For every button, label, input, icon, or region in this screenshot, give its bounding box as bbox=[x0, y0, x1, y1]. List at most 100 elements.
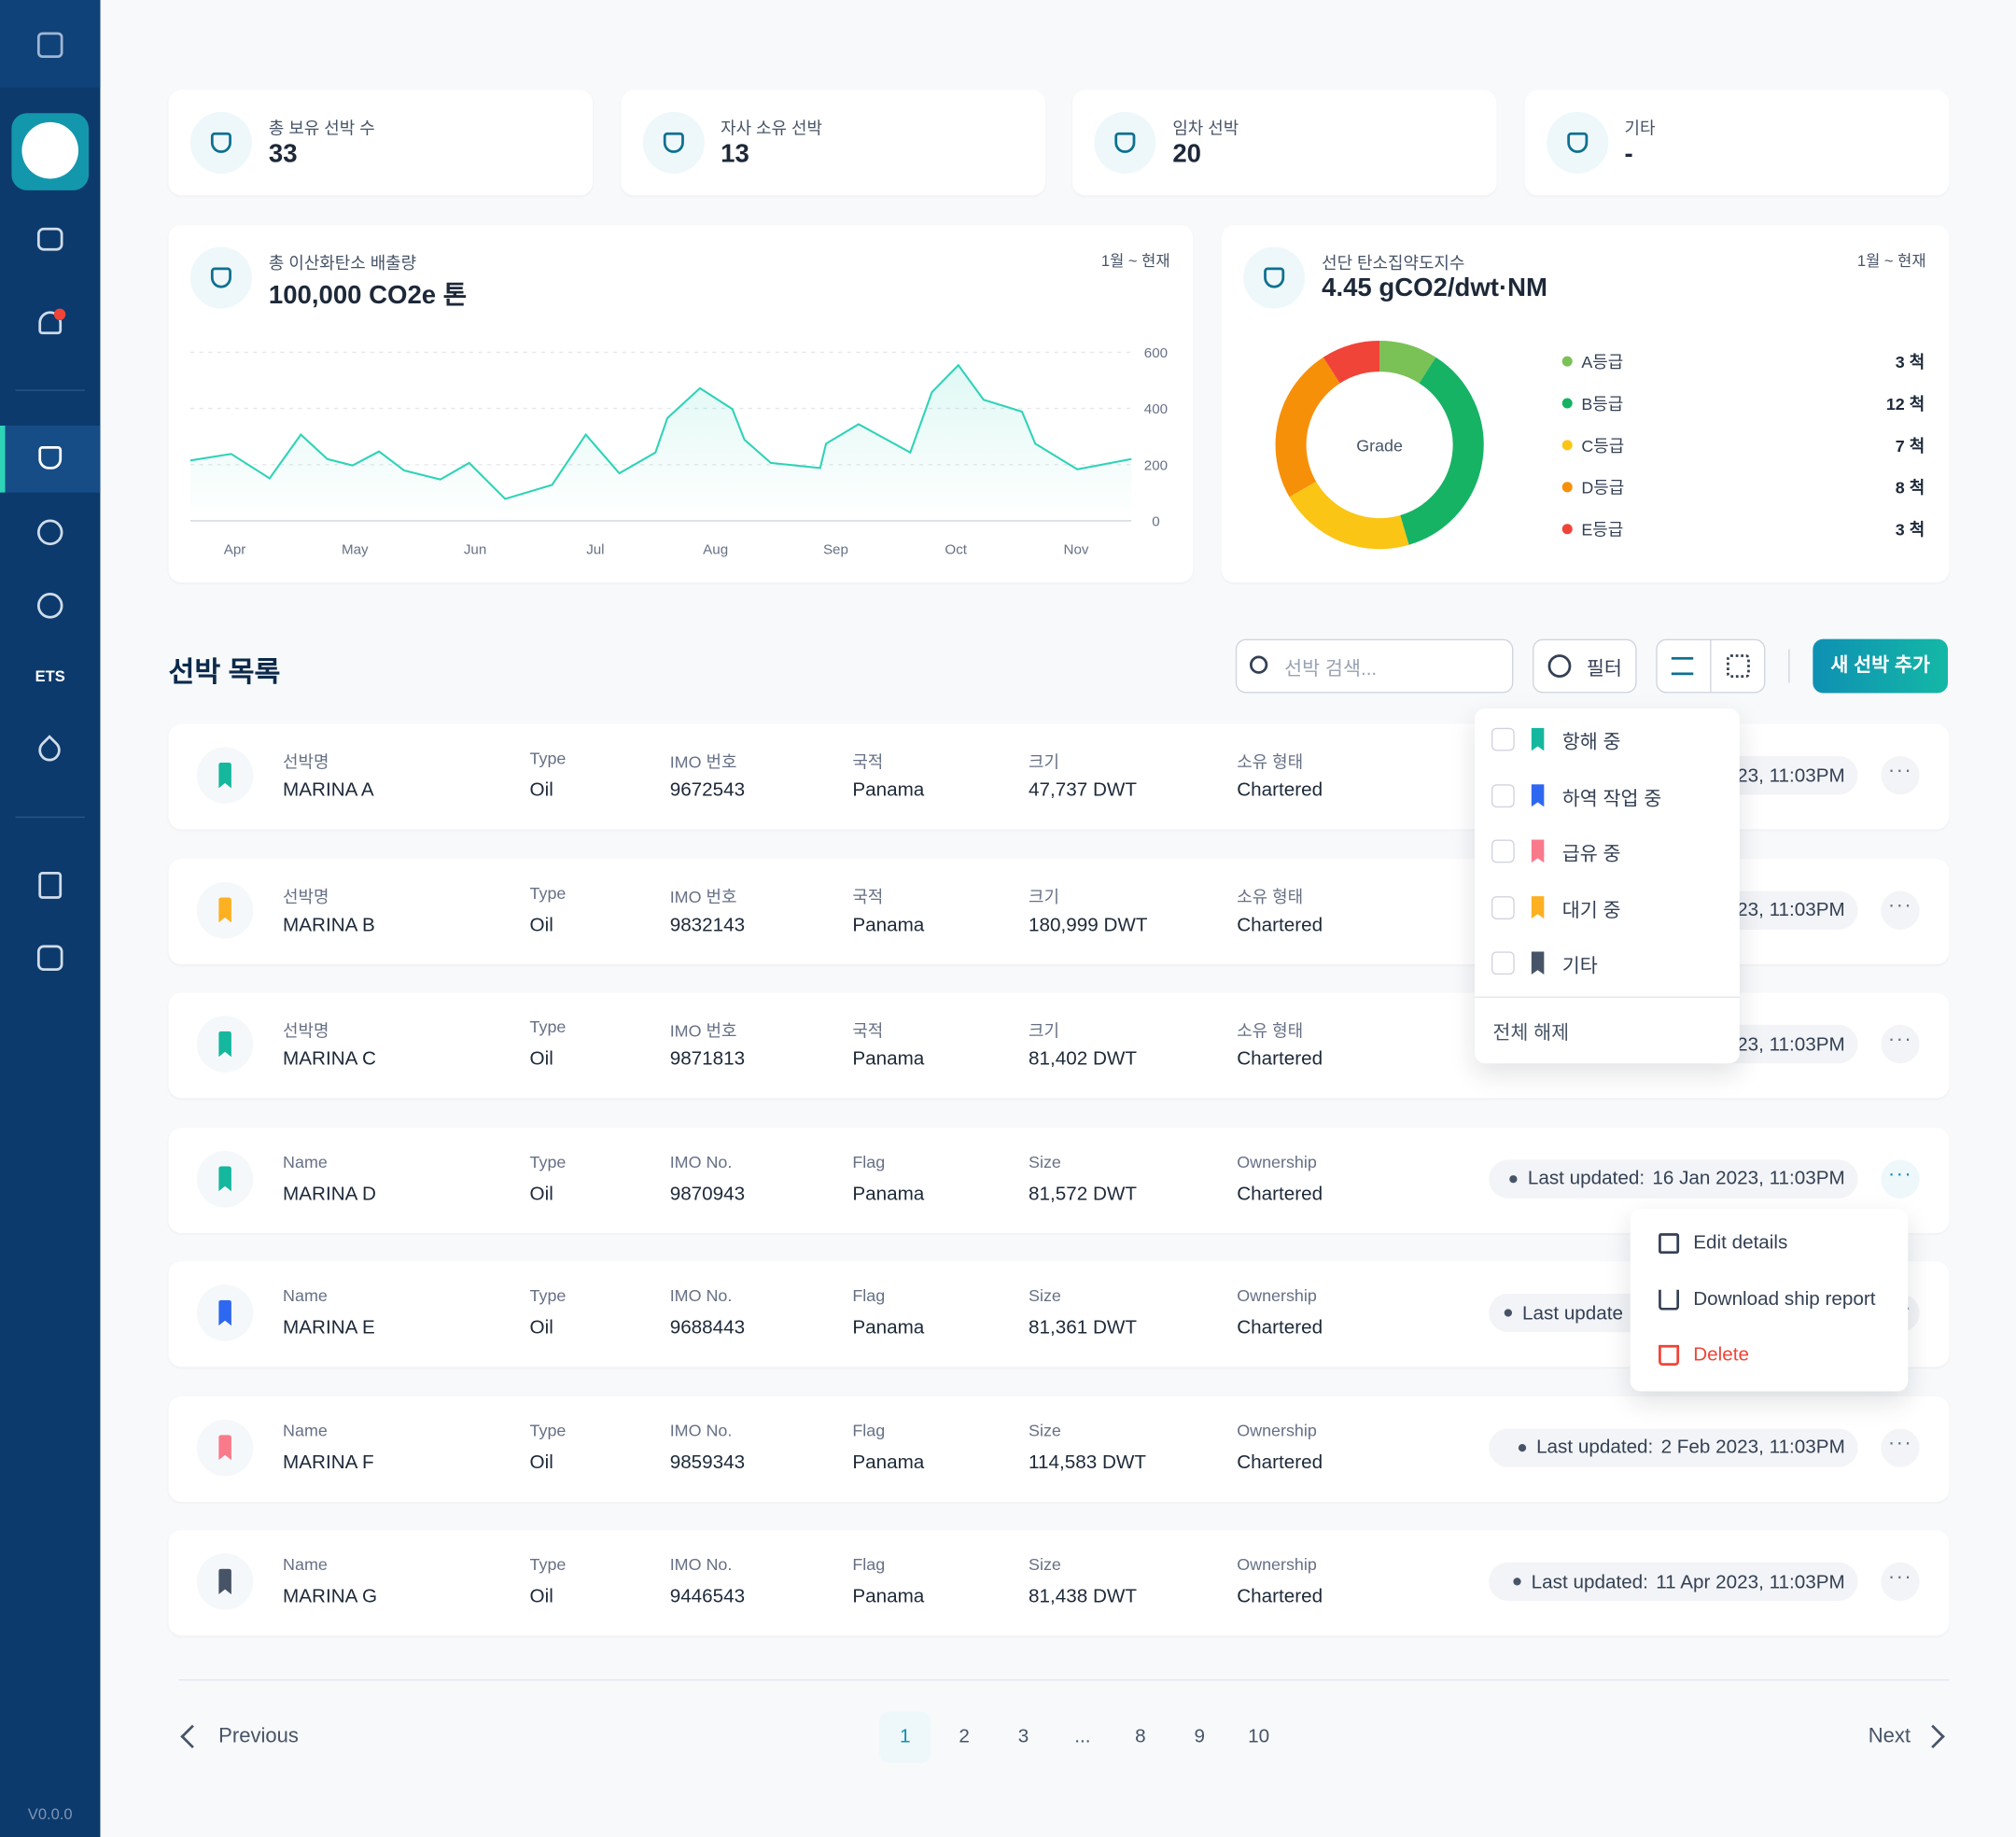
donut-center: Grade bbox=[1356, 437, 1403, 456]
donut-segment bbox=[1379, 341, 1436, 384]
field-value: Panama bbox=[852, 1316, 925, 1339]
action-item[interactable]: Edit details bbox=[1693, 1231, 1788, 1255]
filter-option[interactable]: 급유 중 bbox=[1561, 843, 1621, 866]
nav-chat[interactable] bbox=[36, 227, 63, 251]
bell-badge bbox=[53, 308, 66, 321]
emissions-card bbox=[168, 225, 1194, 583]
checkbox[interactable] bbox=[1491, 951, 1515, 975]
sidebar bbox=[0, 0, 101, 1837]
next[interactable]: Next bbox=[1868, 1725, 1911, 1748]
action-item[interactable]: Download ship report bbox=[1693, 1287, 1876, 1311]
legend-label: E등급 bbox=[1581, 521, 1623, 540]
nav-compass[interactable] bbox=[36, 519, 63, 546]
more-button[interactable]: ··· bbox=[1881, 890, 1920, 930]
updated-value: 23, 11:03PM bbox=[1737, 898, 1845, 921]
stat-value: 33 bbox=[268, 140, 298, 169]
field-value: Oil bbox=[529, 1585, 553, 1607]
checkbox[interactable] bbox=[1491, 895, 1515, 919]
field-value: Chartered bbox=[1237, 1047, 1323, 1071]
legend-dot bbox=[1561, 440, 1573, 451]
add-button[interactable]: 새 선박 추가 bbox=[1813, 638, 1948, 694]
legend-dot bbox=[1561, 482, 1573, 493]
field-value: MARINA D bbox=[283, 1182, 376, 1205]
legend-label: B등급 bbox=[1581, 395, 1623, 414]
filter-option[interactable]: 기타 bbox=[1561, 955, 1598, 977]
field-label: IMO 번호 bbox=[669, 751, 737, 772]
status-dot bbox=[1518, 1443, 1527, 1451]
page-number[interactable]: 1 bbox=[879, 1711, 931, 1763]
nav-apps[interactable] bbox=[36, 945, 63, 972]
more-button[interactable]: ··· bbox=[1881, 1562, 1920, 1602]
filter-option[interactable]: 대기 중 bbox=[1561, 899, 1621, 922]
more-button[interactable]: ··· bbox=[1881, 1427, 1920, 1467]
legend-label: D등급 bbox=[1581, 479, 1624, 498]
field-label: Type bbox=[529, 1554, 567, 1575]
x-tick-label: Jul bbox=[586, 542, 604, 558]
field-value: 81,361 DWT bbox=[1029, 1316, 1138, 1339]
updated-pill: Last updated: 2 Feb 2023, 11:03PM bbox=[1489, 1427, 1858, 1467]
field-value: Oil bbox=[529, 1316, 553, 1339]
field-label: 크기 bbox=[1029, 1020, 1059, 1041]
page-number[interactable]: 9 bbox=[1194, 1725, 1206, 1748]
field-value: Panama bbox=[852, 913, 925, 936]
action-item[interactable]: Delete bbox=[1693, 1343, 1749, 1366]
filter-option[interactable]: 항해 중 bbox=[1561, 731, 1621, 754]
ship-icon bbox=[218, 896, 231, 923]
next-arrow[interactable] bbox=[1921, 1724, 1945, 1749]
nav-divider bbox=[15, 816, 85, 819]
field-value: MARINA C bbox=[283, 1047, 376, 1071]
chart-svg: A등급 3 척 B등급 12 척 C등급 7 척 D등급 8 척 E등급 3 척 Grade bbox=[1275, 341, 1925, 550]
field-label: 소유 형태 bbox=[1237, 886, 1304, 906]
field-label: 크기 bbox=[1029, 751, 1059, 772]
donut-segment bbox=[1323, 341, 1380, 384]
field-label: Ownership bbox=[1237, 1285, 1317, 1306]
checkbox[interactable] bbox=[1491, 783, 1515, 807]
nav-doc[interactable] bbox=[38, 871, 63, 899]
clear-all[interactable]: 전체 해제 bbox=[1492, 1022, 1570, 1045]
field-label: IMO 번호 bbox=[669, 1020, 737, 1041]
donut-segment bbox=[1289, 481, 1409, 550]
action-icon bbox=[1659, 1288, 1680, 1311]
field-value: MARINA A bbox=[283, 778, 374, 802]
field-label: IMO No. bbox=[669, 1151, 733, 1171]
field-value: 47,737 DWT bbox=[1029, 778, 1138, 802]
more-button[interactable]: ··· bbox=[1881, 1158, 1920, 1199]
field-value: MARINA F bbox=[283, 1451, 374, 1473]
page-number[interactable]: 10 bbox=[1248, 1725, 1270, 1748]
field-value: Oil bbox=[529, 1182, 553, 1205]
more-button[interactable]: ··· bbox=[1881, 1024, 1920, 1064]
nav-ets[interactable]: ETS bbox=[35, 666, 65, 686]
legend-label: C등급 bbox=[1581, 437, 1624, 456]
legend-dot bbox=[1561, 398, 1573, 409]
field-label: Flag bbox=[852, 1420, 886, 1440]
page-number[interactable]: 3 bbox=[1017, 1725, 1029, 1748]
more-button[interactable]: ··· bbox=[1881, 755, 1920, 795]
updated-label: Last updated: bbox=[1536, 1436, 1654, 1459]
filter-menu bbox=[1475, 708, 1740, 1064]
prev-arrow[interactable] bbox=[180, 1724, 204, 1749]
legend-value: 3 척 bbox=[1896, 521, 1925, 540]
field-value: Chartered bbox=[1237, 778, 1323, 802]
field-value: MARINA B bbox=[283, 913, 375, 936]
checkbox[interactable] bbox=[1491, 727, 1515, 751]
nav-bell[interactable] bbox=[38, 311, 63, 335]
updated-label: Last updated: bbox=[1531, 1570, 1648, 1593]
filter-option[interactable]: 하역 작업 중 bbox=[1561, 787, 1662, 810]
field-label: Type bbox=[529, 1285, 567, 1306]
field-value: 9871813 bbox=[669, 1047, 746, 1071]
toggle-icon[interactable] bbox=[36, 32, 63, 58]
previous[interactable]: Previous bbox=[218, 1725, 299, 1748]
field-value: Oil bbox=[529, 778, 553, 802]
page-number[interactable]: ... bbox=[1074, 1725, 1091, 1748]
field-label: IMO No. bbox=[669, 1420, 733, 1440]
page-number[interactable]: 2 bbox=[959, 1725, 970, 1748]
nav-eco[interactable] bbox=[36, 593, 63, 619]
checkbox[interactable] bbox=[1491, 839, 1515, 863]
nav-active[interactable] bbox=[0, 425, 101, 493]
stat-label: 기타 bbox=[1624, 118, 1656, 138]
updated-label: Last update bbox=[1522, 1301, 1624, 1325]
icon bbox=[1566, 132, 1588, 153]
page-number[interactable]: 8 bbox=[1135, 1725, 1146, 1748]
search-box[interactable] bbox=[1235, 638, 1514, 694]
